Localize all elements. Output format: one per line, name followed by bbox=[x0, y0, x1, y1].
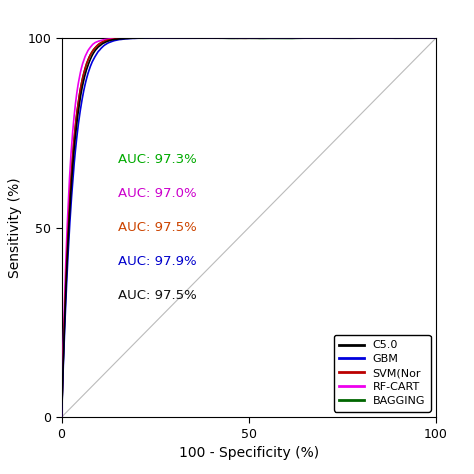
Legend: C5.0, GBM, SVM(Nor, RF-CART, BAGGING: C5.0, GBM, SVM(Nor, RF-CART, BAGGING bbox=[334, 335, 430, 411]
Y-axis label: Sensitivity (%): Sensitivity (%) bbox=[8, 177, 22, 278]
X-axis label: 100 - Specificity (%): 100 - Specificity (%) bbox=[179, 446, 319, 460]
Text: AUC: 97.0%: AUC: 97.0% bbox=[118, 187, 196, 200]
Text: AUC: 97.9%: AUC: 97.9% bbox=[118, 255, 196, 268]
Text: AUC: 97.3%: AUC: 97.3% bbox=[118, 153, 197, 166]
Text: AUC: 97.5%: AUC: 97.5% bbox=[118, 289, 197, 302]
Text: AUC: 97.5%: AUC: 97.5% bbox=[118, 221, 197, 234]
